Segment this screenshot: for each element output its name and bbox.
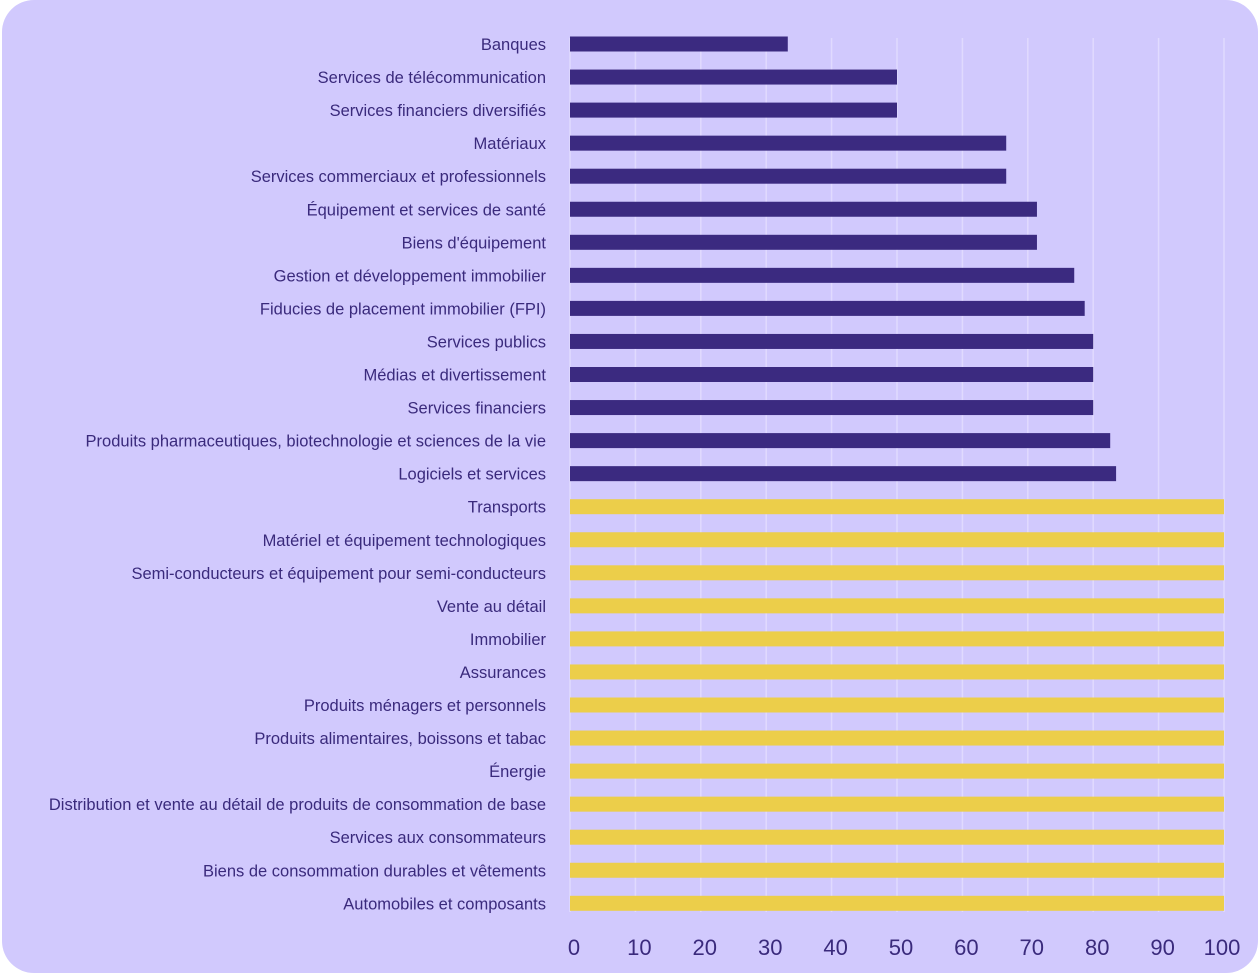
category-label: Équipement et services de santé — [307, 200, 546, 219]
category-label: Transports — [468, 499, 546, 517]
bar — [570, 433, 1111, 449]
bar — [570, 631, 1224, 647]
bar — [570, 565, 1224, 581]
bar — [570, 499, 1224, 515]
bar — [570, 532, 1224, 548]
x-tick-label: 40 — [823, 935, 847, 960]
bar — [570, 367, 1094, 382]
bar — [570, 102, 897, 118]
category-label: Gestion et développement immobilier — [274, 267, 547, 285]
bar — [570, 135, 1007, 151]
x-tick-label: 10 — [627, 935, 651, 960]
x-tick-label: 100 — [1204, 935, 1241, 960]
category-label: Services commerciaux et professionnels — [251, 168, 546, 186]
bar — [570, 730, 1224, 746]
x-tick-label: 80 — [1085, 935, 1109, 960]
category-label: Produits ménagers et personnels — [304, 697, 546, 715]
category-label: Distribution et vente au détail de produ… — [49, 796, 546, 814]
category-label: Produits pharmaceutiques, biotechnologie… — [86, 433, 546, 451]
bar — [570, 234, 1037, 250]
category-label: Services aux consommateurs — [330, 829, 546, 847]
category-label: Médias et divertissement — [364, 367, 547, 385]
x-axis-ticks: 0 10 20 30 40 50 60 70 80 90 100 — [568, 935, 1240, 960]
category-label: Biens d'équipement — [402, 234, 547, 252]
category-labels: Banques Services de télécommunication Serv… — [49, 36, 547, 913]
x-tick-label: 20 — [693, 935, 717, 960]
category-label: Vente au détail — [437, 598, 546, 616]
bar — [570, 466, 1117, 482]
x-tick-label: 60 — [954, 935, 978, 960]
bar — [570, 763, 1224, 779]
bar — [570, 598, 1224, 614]
category-label: Énergie — [489, 762, 546, 781]
x-tick-label: 70 — [1020, 935, 1044, 960]
category-label: Immobilier — [470, 631, 547, 649]
bar — [570, 69, 897, 85]
bar — [570, 36, 788, 52]
bar — [570, 400, 1094, 416]
x-tick-label: 30 — [758, 935, 782, 960]
category-label: Logiciels et services — [398, 466, 546, 484]
category-label: Banques — [481, 36, 546, 54]
x-tick-label: 50 — [889, 935, 913, 960]
x-tick-label: 90 — [1150, 935, 1174, 960]
category-label: Produits alimentaires, boissons et tabac — [254, 730, 546, 748]
category-label: Matériel et équipement technologiques — [263, 532, 546, 550]
bar — [570, 201, 1037, 217]
bar — [570, 796, 1224, 812]
bar — [570, 862, 1224, 878]
category-label: Biens de consommation durables et vêteme… — [203, 862, 546, 880]
bar — [570, 895, 1224, 911]
bar — [570, 300, 1085, 316]
bar — [570, 333, 1094, 349]
category-label: Matériaux — [474, 135, 547, 153]
bars — [570, 36, 1224, 911]
category-label: Assurances — [460, 664, 546, 682]
category-label: Services de télécommunication — [318, 69, 546, 87]
bar — [570, 168, 1007, 184]
category-label: Semi-conducteurs et équipement pour semi… — [131, 565, 546, 583]
bar — [570, 697, 1224, 713]
bar — [570, 829, 1224, 845]
category-label: Services financiers — [408, 400, 546, 418]
bar — [570, 664, 1224, 680]
category-label: Services publics — [427, 333, 546, 351]
x-tick-label: 0 — [568, 935, 580, 960]
category-label: Automobiles et composants — [343, 895, 546, 913]
category-label: Fiducies de placement immobilier (FPI) — [260, 300, 546, 318]
category-label: Services financiers diversifiés — [330, 102, 546, 120]
bar — [570, 267, 1075, 283]
